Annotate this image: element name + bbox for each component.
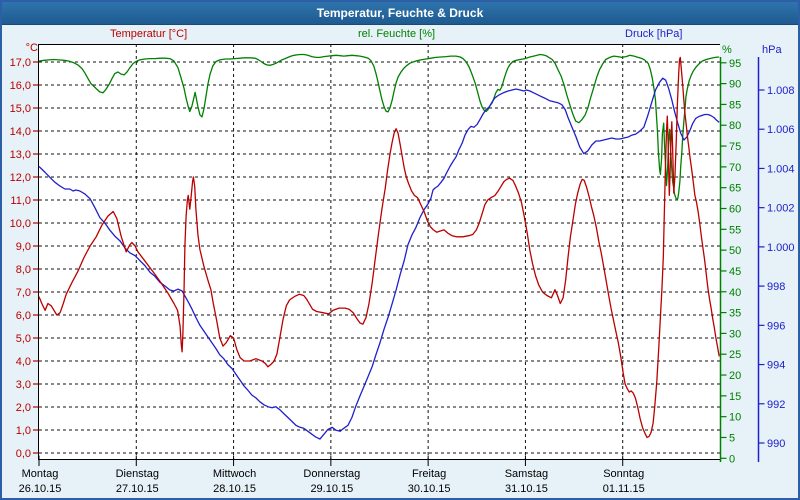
humidity-curve (38, 53, 720, 201)
temp-tick-label: 7,0 (16, 287, 31, 299)
temp-tick-label: 10,0 (10, 218, 31, 230)
humidity-tick-label: 55 (729, 224, 741, 236)
temp-tick-label: 15,0 (10, 103, 31, 115)
day-date-label: 30.10.15 (408, 483, 451, 495)
humidity-tick-label: 75 (729, 141, 741, 153)
temp-tick-label: 4,0 (16, 356, 31, 368)
humidity-tick-label: 10 (729, 412, 741, 424)
temp-tick-label: 3,0 (16, 379, 31, 391)
temp-tick-label: 2,0 (16, 402, 31, 414)
pressure-tick-label: 990 (767, 438, 785, 450)
humidity-tick-label: 35 (729, 308, 741, 320)
window-title: Temperatur, Feuchte & Druck (316, 6, 484, 20)
temp-tick-label: 8,0 (16, 264, 31, 276)
pressure-tick-label: 1.004 (767, 163, 795, 175)
day-name-label: Samstag (505, 468, 548, 480)
title-bar: Temperatur, Feuchte & Druck (2, 2, 798, 25)
humidity-tick-label: 0 (729, 453, 735, 465)
humidity-tick-label: 30 (729, 328, 741, 340)
legend-temperatur: Temperatur [°C] (110, 28, 188, 40)
pressure-tick-label: 1.000 (767, 242, 795, 254)
day-name-label: Sonntag (603, 468, 644, 480)
humidity-tick-label: 90 (729, 79, 741, 91)
temp-tick-label: 11,0 (10, 195, 31, 207)
pressure-tick-label: 998 (767, 281, 785, 293)
legend-feuchte: rel. Feuchte [%] (358, 28, 436, 40)
humidity-tick-label: 80 (729, 120, 741, 132)
temperature-curve (38, 56, 720, 439)
humidity-tick-label: 95 (729, 58, 741, 70)
day-date-label: 01.11.15 (603, 483, 645, 495)
humidity-tick-label: 20 (729, 370, 741, 382)
pressure-tick-label: 992 (767, 399, 785, 411)
temp-tick-label: 13,0 (10, 149, 31, 161)
day-date-label: 26.10.15 (19, 483, 62, 495)
temp-tick-label: 12,0 (10, 172, 31, 184)
humidity-tick-label: 40 (729, 287, 741, 299)
day-date-label: 27.10.15 (116, 483, 159, 495)
temp-tick-label: 17,0 (10, 57, 31, 69)
pressure-axis-unit: hPa (762, 44, 782, 56)
day-name-label: Dienstag (116, 468, 159, 480)
day-name-label: Donnerstag (303, 468, 360, 480)
humidity-tick-label: 70 (729, 162, 741, 174)
temp-tick-label: 9,0 (16, 241, 31, 253)
humidity-tick-label: 60 (729, 204, 741, 216)
humidity-tick-label: 15 (729, 391, 741, 403)
humidity-tick-label: 5 (729, 432, 735, 444)
day-name-label: Freitag (412, 468, 446, 480)
day-name-label: Montag (22, 468, 59, 480)
humidity-tick-label: 85 (729, 99, 741, 111)
humidity-tick-label: 45 (729, 266, 741, 278)
plot-border (38, 44, 720, 460)
temp-tick-label: 14,0 (10, 126, 31, 138)
pressure-curve (38, 77, 720, 440)
legend-druck: Druck [hPa] (625, 28, 683, 40)
humidity-tick-label: 65 (729, 183, 741, 195)
temp-tick-label: 6,0 (16, 310, 31, 322)
pressure-tick-label: 996 (767, 320, 785, 332)
pressure-tick-label: 994 (767, 360, 785, 372)
plot-area (39, 44, 720, 460)
temp-tick-label: 0,0 (16, 448, 31, 460)
pressure-tick-label: 1.002 (767, 203, 795, 215)
temp-tick-label: 5,0 (16, 333, 31, 345)
pressure-tick-label: 1.008 (767, 85, 795, 97)
day-date-label: 28.10.15 (213, 483, 256, 495)
day-name-label: Mittwoch (213, 468, 256, 480)
humidity-tick-label: 25 (729, 349, 741, 361)
day-date-label: 31.10.15 (505, 483, 548, 495)
temp-axis-unit: °C (26, 42, 38, 54)
temp-tick-label: 1,0 (16, 425, 31, 437)
temp-tick-label: 16,0 (10, 80, 31, 92)
humidity-axis-unit: % (722, 44, 732, 56)
day-date-label: 29.10.15 (310, 483, 353, 495)
humidity-tick-label: 50 (729, 245, 741, 257)
pressure-tick-label: 1.006 (767, 124, 795, 136)
